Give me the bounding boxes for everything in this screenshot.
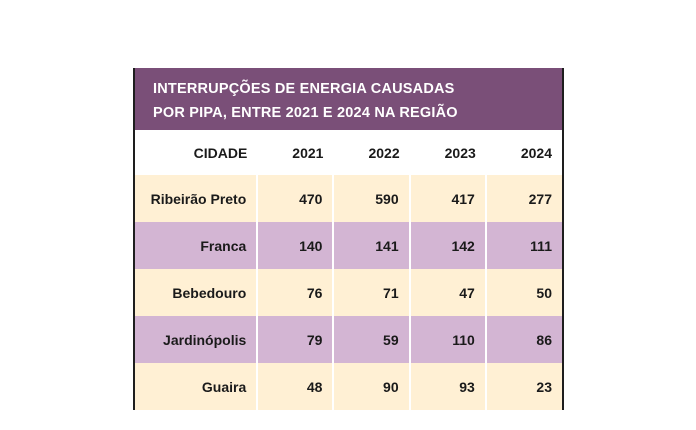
column-header-2024: 2024 xyxy=(485,130,562,175)
value-cell: 50 xyxy=(484,269,562,316)
column-header-city: CIDADE xyxy=(135,130,258,175)
table-row: Guaira 48 90 93 23 xyxy=(135,363,562,410)
value-cell: 142 xyxy=(408,222,486,269)
table-title: INTERRUPÇÕES DE ENERGIA CAUSADAS POR PIP… xyxy=(135,68,562,130)
value-cell: 47 xyxy=(408,269,486,316)
table-row: Franca 140 141 142 111 xyxy=(135,222,562,269)
value-cell: 90 xyxy=(332,363,410,410)
value-cell: 417 xyxy=(408,175,486,222)
value-cell: 59 xyxy=(332,316,410,363)
table-card: INTERRUPÇÕES DE ENERGIA CAUSADAS POR PIP… xyxy=(133,68,564,410)
value-cell: 277 xyxy=(484,175,562,222)
title-line-1: INTERRUPÇÕES DE ENERGIA CAUSADAS xyxy=(153,81,455,97)
value-cell: 48 xyxy=(256,363,334,410)
table-row: Ribeirão Preto 470 590 417 277 xyxy=(135,175,562,222)
value-cell: 23 xyxy=(484,363,562,410)
table-row: Bebedouro 76 71 47 50 xyxy=(135,269,562,316)
value-cell: 141 xyxy=(332,222,410,269)
header-row: CIDADE 2021 2022 2023 2024 xyxy=(135,130,562,175)
city-cell: Jardinópolis xyxy=(135,316,258,363)
value-cell: 111 xyxy=(484,222,562,269)
column-header-2022: 2022 xyxy=(333,130,410,175)
value-cell: 590 xyxy=(332,175,410,222)
city-cell: Guaira xyxy=(135,363,258,410)
data-table: CIDADE 2021 2022 2023 2024 Ribeirão Pret… xyxy=(135,130,562,410)
column-header-2021: 2021 xyxy=(257,130,334,175)
city-cell: Bebedouro xyxy=(135,269,258,316)
value-cell: 470 xyxy=(256,175,334,222)
table-row: Jardinópolis 79 59 110 86 xyxy=(135,316,562,363)
value-cell: 76 xyxy=(256,269,334,316)
city-cell: Franca xyxy=(135,222,258,269)
value-cell: 86 xyxy=(484,316,562,363)
value-cell: 79 xyxy=(256,316,334,363)
value-cell: 140 xyxy=(256,222,334,269)
column-header-2023: 2023 xyxy=(409,130,486,175)
value-cell: 110 xyxy=(408,316,486,363)
value-cell: 71 xyxy=(332,269,410,316)
value-cell: 93 xyxy=(408,363,486,410)
city-cell: Ribeirão Preto xyxy=(135,175,258,222)
title-line-2: POR PIPA, ENTRE 2021 E 2024 NA REGIÃO xyxy=(153,105,458,121)
